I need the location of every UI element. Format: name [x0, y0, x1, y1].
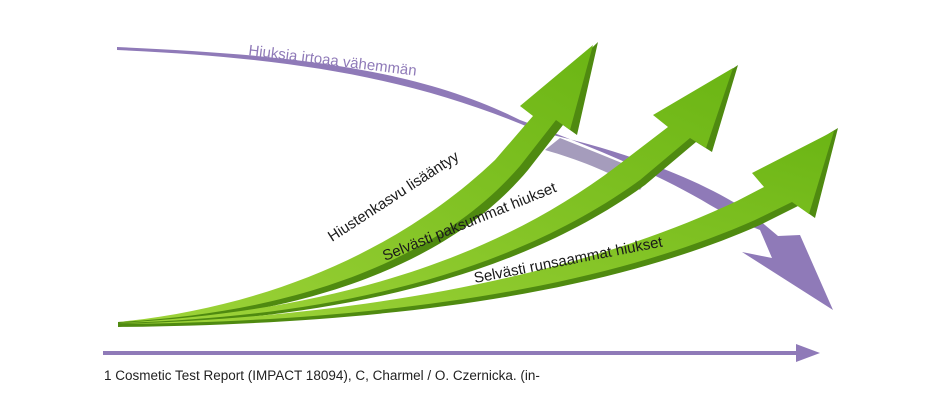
footnote: 1 Cosmetic Test Report (IMPACT 18094), C…: [104, 368, 540, 383]
baseline-arrow: [103, 344, 820, 362]
decreasing-arrow-label: Hiuksia irtoaa vähemmän: [248, 42, 418, 79]
growth-arrow-2: [118, 65, 738, 326]
growth-arrow-3: [118, 128, 838, 327]
growth-arrow-1: [118, 42, 598, 325]
